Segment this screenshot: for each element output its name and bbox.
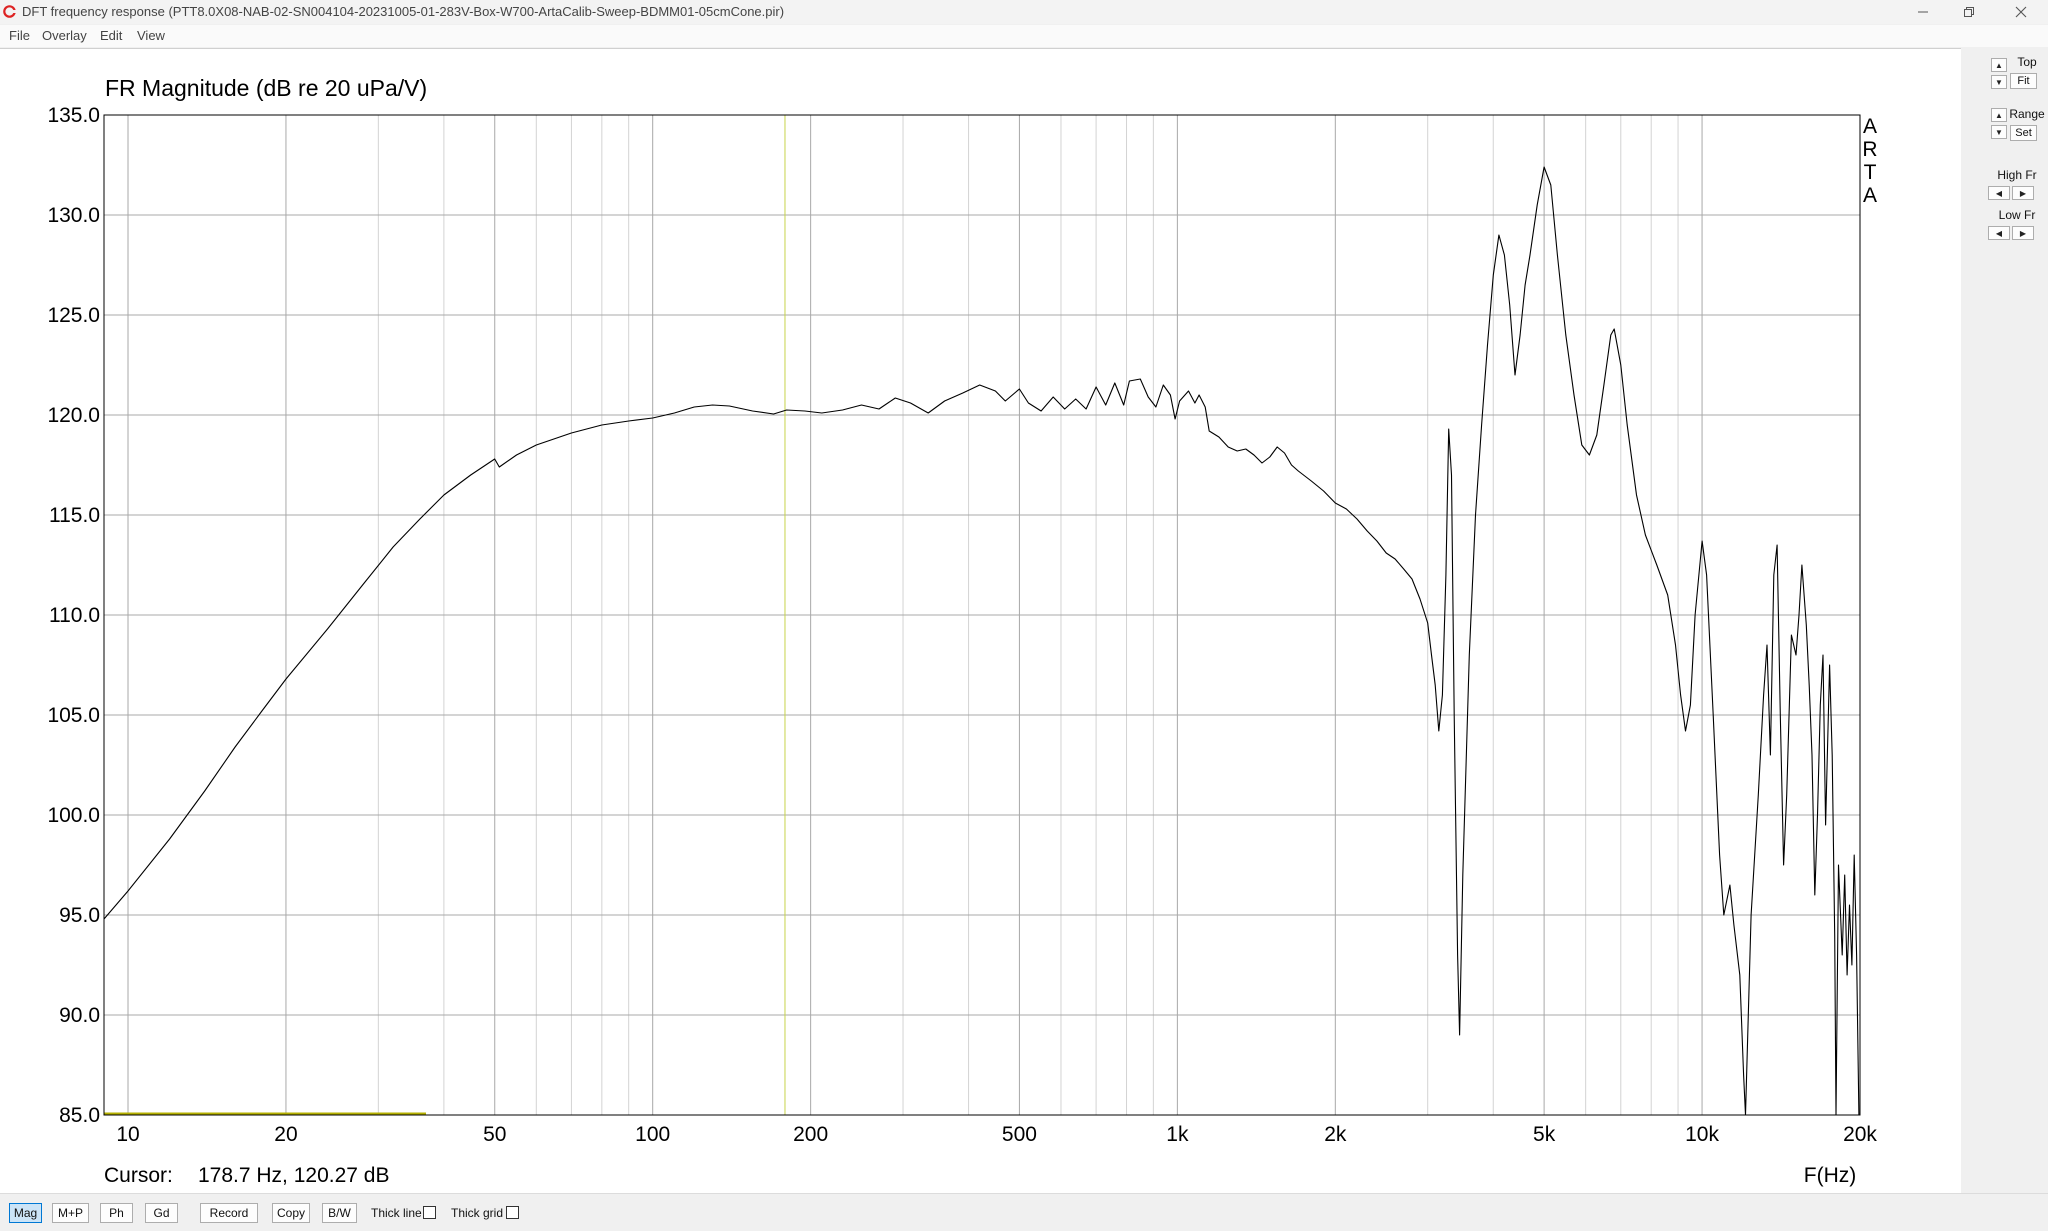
minimize-button[interactable] [1900,0,1946,24]
frequency-response-chart[interactable]: 85.0 90.0 95.0 100.0 105.0 110.0 115.0 120.0 125… [0,49,1961,1193]
bottom-toolbar: Mag M+P Ph Gd Record Copy B/W Thick line… [0,1193,2048,1231]
x-tick-label: 20k [1843,1123,1877,1146]
window-title: DFT frequency response (PTT8.0X08-NAB-02… [22,4,785,19]
high-fr-left-button[interactable]: ◀ [1988,186,2010,200]
x-axis-label: F(Hz) [1804,1164,1856,1187]
close-icon [2015,6,2027,18]
record-button[interactable]: Record [200,1203,258,1223]
x-tick-label: 10k [1685,1123,1719,1146]
top-label: Top [2017,55,2037,69]
minimize-icon [1918,11,1928,13]
y-tick-label: 100.0 [47,804,100,827]
close-button[interactable] [1998,0,2044,24]
restore-icon [1964,7,1974,17]
y-tick-label: 95.0 [59,904,100,927]
y-tick-label: 130.0 [47,204,100,227]
menu-view[interactable]: View [137,28,165,43]
low-fr-label: Low Fr [1998,208,2036,222]
x-tick-label: 500 [1002,1123,1037,1146]
top-down-button[interactable]: ▼ [1991,75,2007,89]
menu-file[interactable]: File [9,28,30,43]
mag-button[interactable]: Mag [9,1203,42,1223]
thick-grid-checkbox[interactable] [506,1206,519,1219]
high-fr-right-button[interactable]: ▶ [2012,186,2034,200]
bw-button[interactable]: B/W [322,1203,357,1223]
y-tick-label: 125.0 [47,304,100,327]
y-tick-label: 135.0 [47,104,100,127]
mp-button[interactable]: M+P [52,1203,89,1223]
top-up-button[interactable]: ▲ [1991,58,2007,72]
thick-line-label: Thick line [371,1206,422,1220]
x-tick-label: 2k [1324,1123,1347,1146]
fr-magnitude-curve [103,166,1860,1116]
x-tick-label: 20 [274,1123,297,1146]
chart-title: FR Magnitude (dB re 20 uPa/V) [105,75,427,101]
fit-button[interactable]: Fit [2010,73,2037,89]
title-bar: DFT frequency response (PTT8.0X08-NAB-02… [0,0,2048,24]
side-panel: ▲ ▼ Top Fit ▲ ▼ Range Set High Fr ◀ ▶ Lo… [1962,48,2048,1192]
y-tick-label: 90.0 [59,1004,100,1027]
copy-button[interactable]: Copy [272,1203,310,1223]
x-tick-label: 10 [116,1123,139,1146]
low-fr-left-button[interactable]: ◀ [1988,226,2010,240]
thick-line-checkbox[interactable] [423,1206,436,1219]
high-fr-label: High Fr [1997,168,2037,182]
plot-panel: 85.0 90.0 95.0 100.0 105.0 110.0 115.0 120.0 125… [0,48,1961,1193]
gd-button[interactable]: Gd [145,1203,178,1223]
range-down-button[interactable]: ▼ [1991,125,2007,139]
menu-overlay[interactable]: Overlay [42,28,87,43]
y-tick-labels: 85.0 90.0 95.0 100.0 105.0 110.0 115.0 120.0 125… [47,104,100,1127]
cursor-value: 178.7 Hz, 120.27 dB [198,1164,389,1187]
x-tick-label: 200 [793,1123,828,1146]
app-icon [3,5,16,18]
y-tick-label: 105.0 [47,704,100,727]
x-tick-label: 5k [1533,1123,1556,1146]
restore-button[interactable] [1946,0,1992,24]
y-tick-label: 120.0 [47,404,100,427]
menu-edit[interactable]: Edit [100,28,123,43]
x-tick-label: 1k [1166,1123,1189,1146]
range-label: Range [2009,107,2045,121]
y-tick-label: 115.0 [49,504,100,527]
cursor-label: Cursor: [104,1164,173,1187]
y-tick-label: 110.0 [49,604,100,627]
menu-bar: File Overlay Edit View [0,25,2048,47]
set-button[interactable]: Set [2010,125,2037,141]
y-tick-label: 85.0 [59,1104,100,1127]
x-tick-label: 100 [635,1123,670,1146]
thick-grid-label: Thick grid [451,1206,504,1220]
range-up-button[interactable]: ▲ [1991,108,2007,122]
x-tick-label: 50 [483,1123,506,1146]
low-fr-right-button[interactable]: ▶ [2012,226,2034,240]
plot-frame [103,114,1861,1116]
x-tick-labels: 10 20 50 100 200 500 1k 2k 5k 10k 20k [116,1123,1877,1146]
major-grid [104,114,1861,1116]
ph-button[interactable]: Ph [100,1203,133,1223]
